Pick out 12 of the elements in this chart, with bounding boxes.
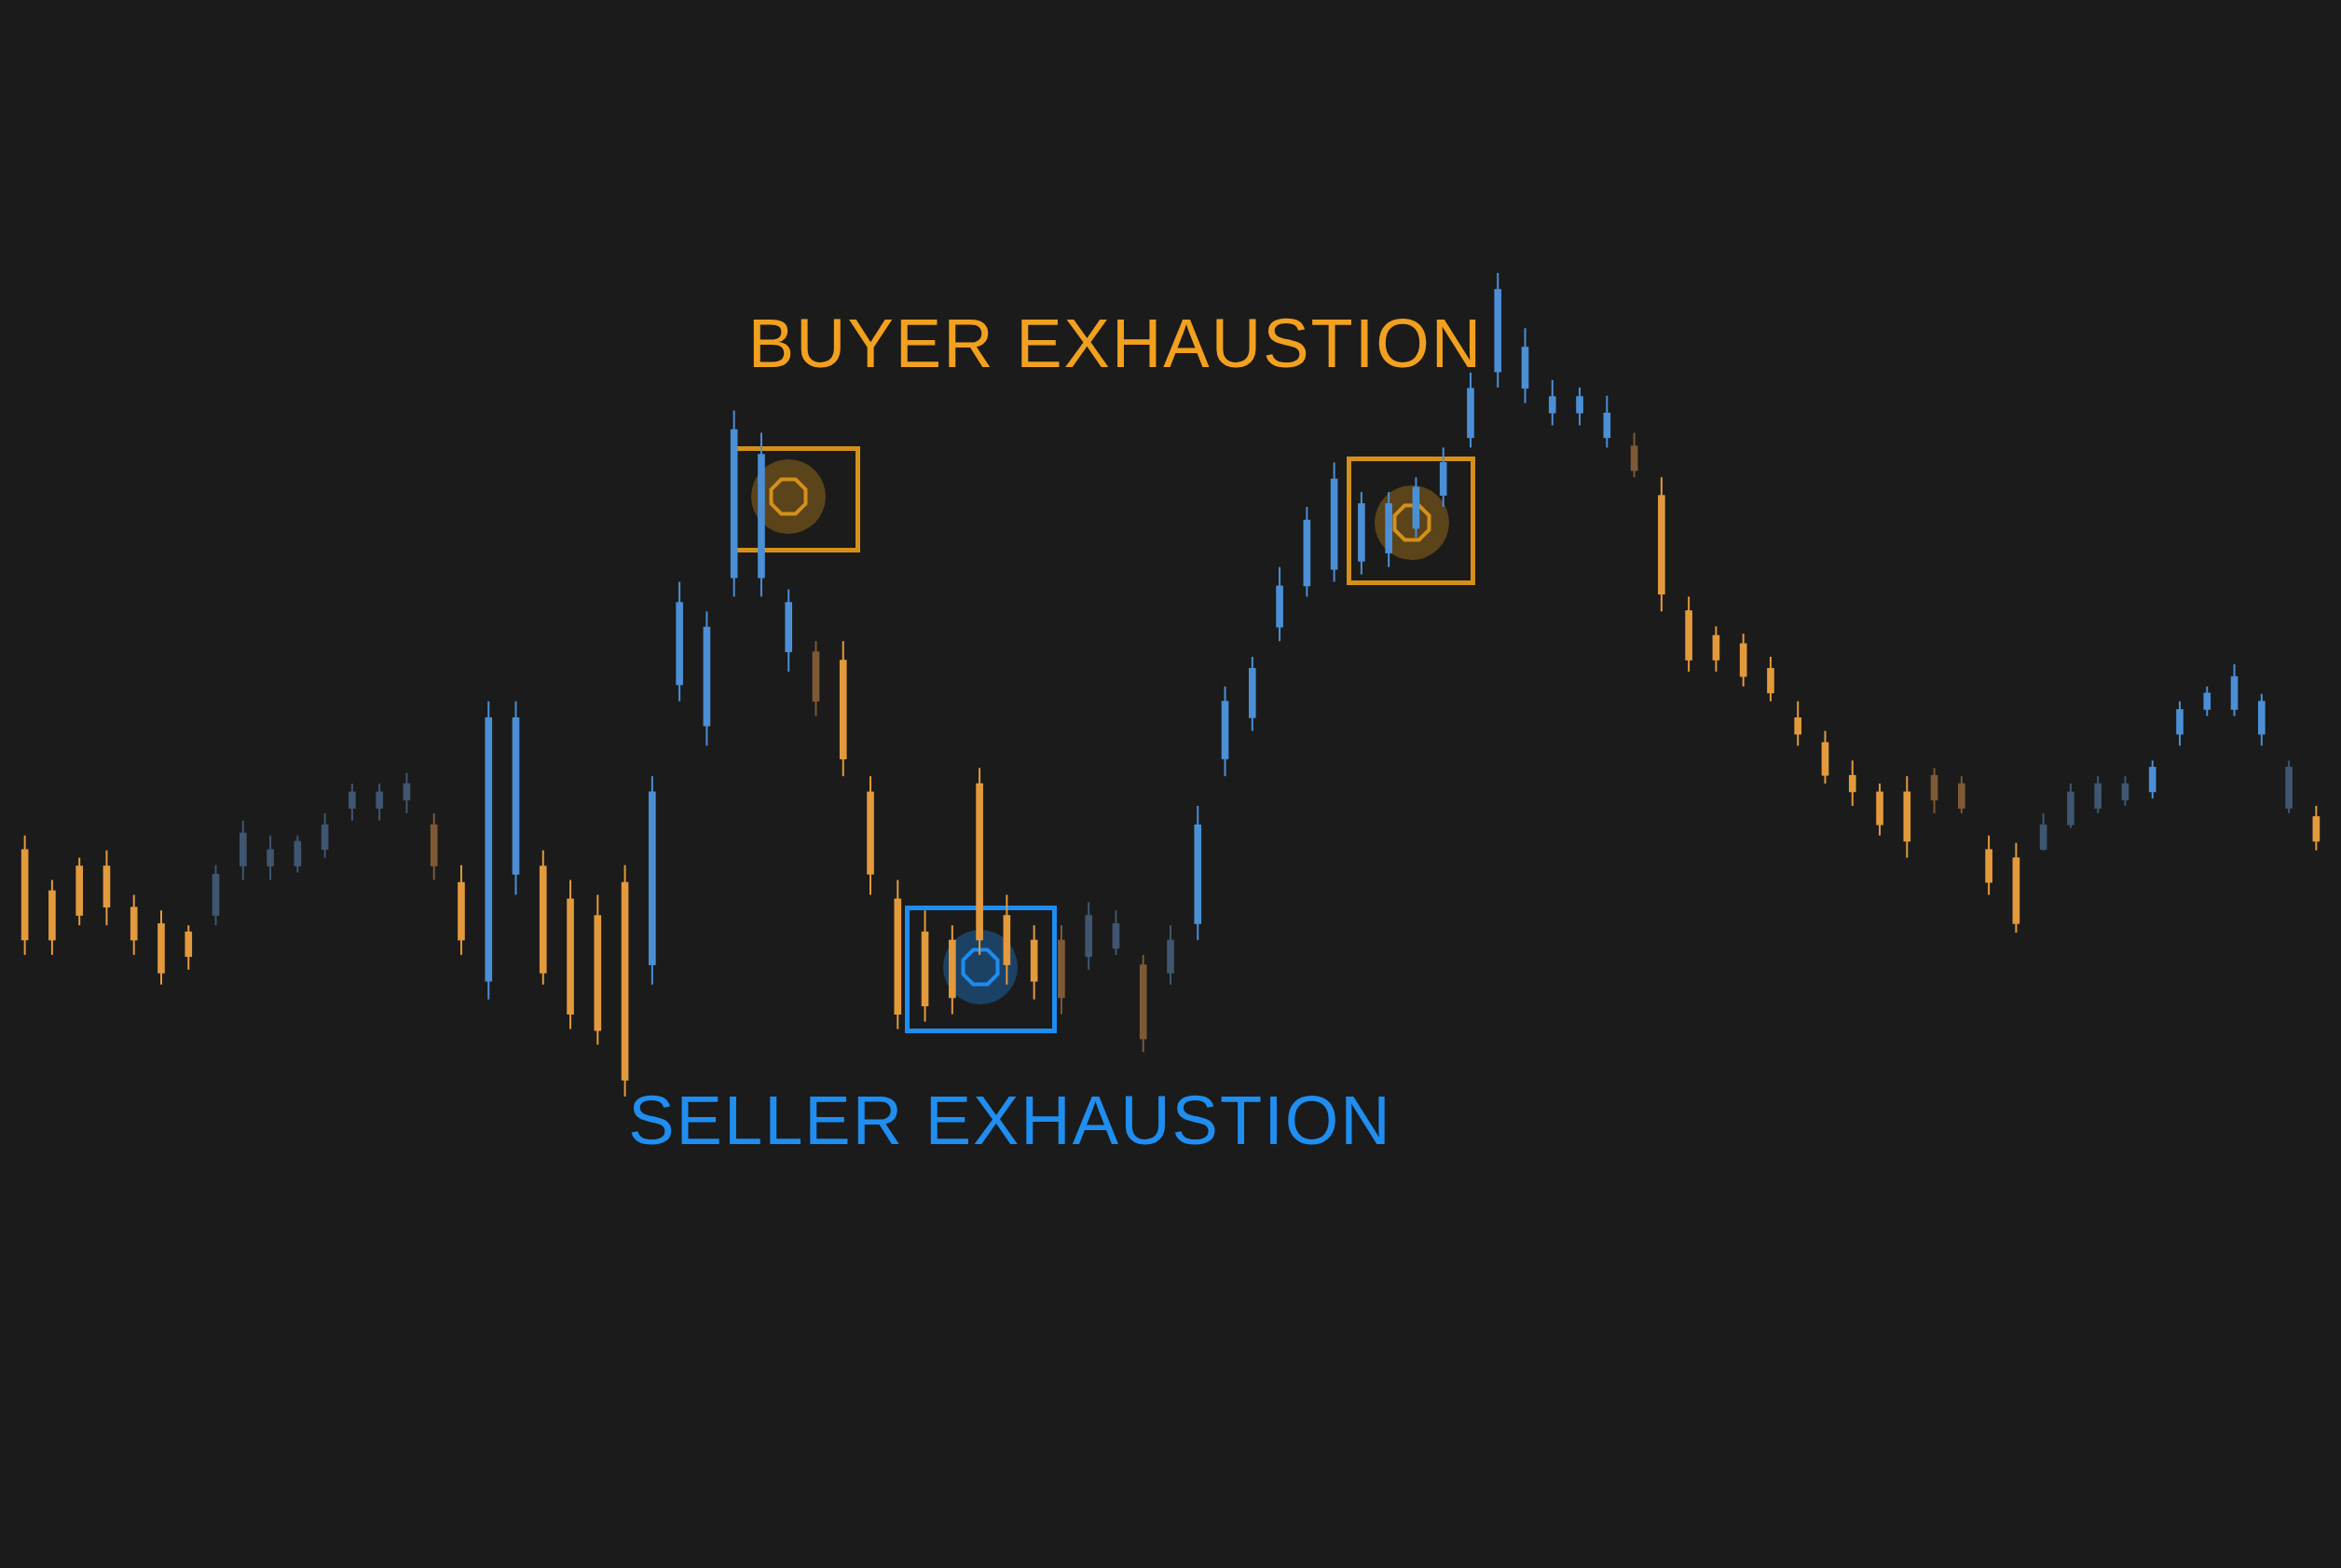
- candlestick: [2203, 685, 2211, 717]
- candlestick: [1794, 700, 1802, 747]
- candlestick: [403, 771, 411, 814]
- candlestick: [1848, 759, 1856, 807]
- candlestick: [2121, 775, 2129, 807]
- candlestick: [349, 783, 356, 822]
- candlestick: [267, 834, 274, 881]
- candlestick: [1576, 386, 1583, 427]
- candlestick: [1548, 378, 1556, 427]
- candlestick: [376, 783, 383, 822]
- annotation: SELLER EXHAUSTION: [628, 1080, 1392, 1160]
- annotation: BUYER EXHAUSTION: [747, 303, 1484, 383]
